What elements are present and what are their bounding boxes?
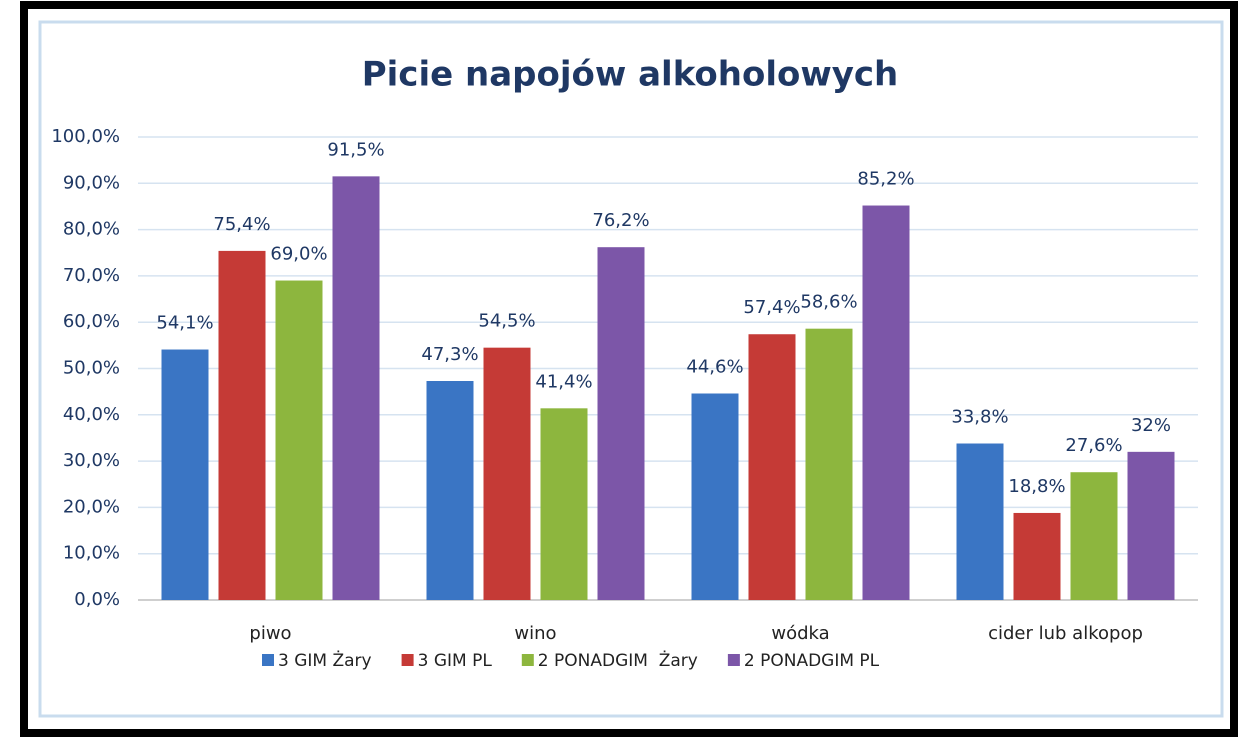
- y-tick-label: 20,0%: [63, 496, 120, 517]
- bar: [1013, 512, 1061, 600]
- y-tick-label: 30,0%: [63, 450, 120, 471]
- y-tick-label: 90,0%: [63, 172, 120, 193]
- x-tick-label: wino: [514, 623, 556, 644]
- bar: [275, 280, 323, 600]
- y-tick-label: 50,0%: [63, 358, 120, 379]
- bar: [218, 250, 266, 600]
- bar: [956, 443, 1004, 600]
- legend-label: 2 PONADGIM Żary: [538, 650, 698, 671]
- bar: [161, 349, 209, 600]
- data-label: 47,3%: [421, 344, 478, 365]
- bar: [426, 381, 474, 600]
- data-label: 58,6%: [800, 292, 857, 313]
- data-label: 44,6%: [686, 357, 743, 378]
- data-label: 41,4%: [535, 371, 592, 392]
- legend-swatch: [262, 654, 274, 666]
- data-label: 54,5%: [478, 311, 535, 332]
- data-label: 69,0%: [270, 244, 327, 265]
- bar: [483, 347, 531, 600]
- bar: [748, 334, 796, 600]
- legend-label: 3 GIM PL: [418, 651, 493, 671]
- bar: [1070, 472, 1118, 600]
- data-label: 54,1%: [156, 313, 213, 334]
- bar: [1127, 451, 1175, 600]
- y-tick-label: 10,0%: [63, 543, 120, 564]
- data-label: 85,2%: [857, 169, 914, 190]
- legend-swatch: [727, 654, 740, 666]
- bar: [597, 247, 645, 600]
- bar: [805, 328, 853, 600]
- y-tick-label: 100,0%: [51, 126, 120, 147]
- x-tick-label: wódka: [771, 623, 829, 644]
- y-tick-label: 0,0%: [74, 589, 120, 610]
- legend-label: 3 GIM Żary: [278, 650, 372, 671]
- data-label: 57,4%: [743, 297, 800, 318]
- bar: [691, 393, 739, 600]
- data-label: 27,6%: [1065, 435, 1122, 456]
- data-label: 18,8%: [1008, 476, 1065, 497]
- data-label: 75,4%: [213, 214, 270, 235]
- legend-label: 2 PONADGIM PL: [744, 651, 880, 671]
- legend-swatch: [401, 654, 414, 666]
- legend-swatch: [521, 654, 534, 666]
- x-tick-label: piwo: [249, 623, 291, 644]
- bar: [332, 176, 380, 601]
- data-label: 76,2%: [592, 210, 649, 231]
- y-tick-label: 60,0%: [63, 311, 120, 332]
- y-tick-label: 70,0%: [63, 265, 120, 286]
- y-tick-label: 40,0%: [63, 404, 120, 425]
- y-tick-label: 80,0%: [63, 219, 120, 240]
- x-tick-label: cider lub alkopop: [988, 623, 1143, 644]
- data-label: 33,8%: [951, 407, 1008, 428]
- chart-title: Picie napojów alkoholowych: [362, 55, 899, 95]
- data-label: 91,5%: [327, 139, 384, 160]
- data-label: 32%: [1131, 415, 1171, 436]
- bar: [862, 205, 910, 601]
- bar: [540, 408, 588, 600]
